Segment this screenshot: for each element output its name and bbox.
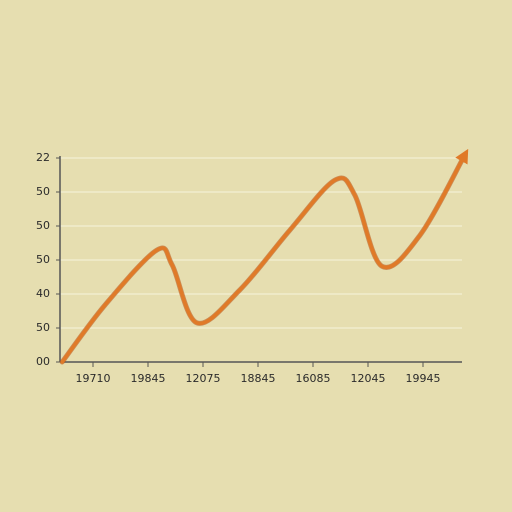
y-tick-label: 40 <box>36 287 50 300</box>
y-tick-label: 22 <box>36 151 50 164</box>
x-tick-label: 16085 <box>296 372 331 385</box>
x-tick-label: 18845 <box>241 372 276 385</box>
y-tick-label: 00 <box>36 355 50 368</box>
x-tick-label: 12045 <box>351 372 386 385</box>
y-tick-label: 50 <box>36 253 50 266</box>
x-tick-label: 19845 <box>131 372 166 385</box>
y-tick-label: 50 <box>36 219 50 232</box>
x-tick-label: 12075 <box>186 372 221 385</box>
x-tick-label: 19945 <box>406 372 441 385</box>
line <box>60 148 469 364</box>
y-tick-label: 50 <box>36 321 50 334</box>
line-shadow <box>59 152 468 365</box>
y-tick-label: 50 <box>36 185 50 198</box>
x-tick-label: 19710 <box>76 372 111 385</box>
